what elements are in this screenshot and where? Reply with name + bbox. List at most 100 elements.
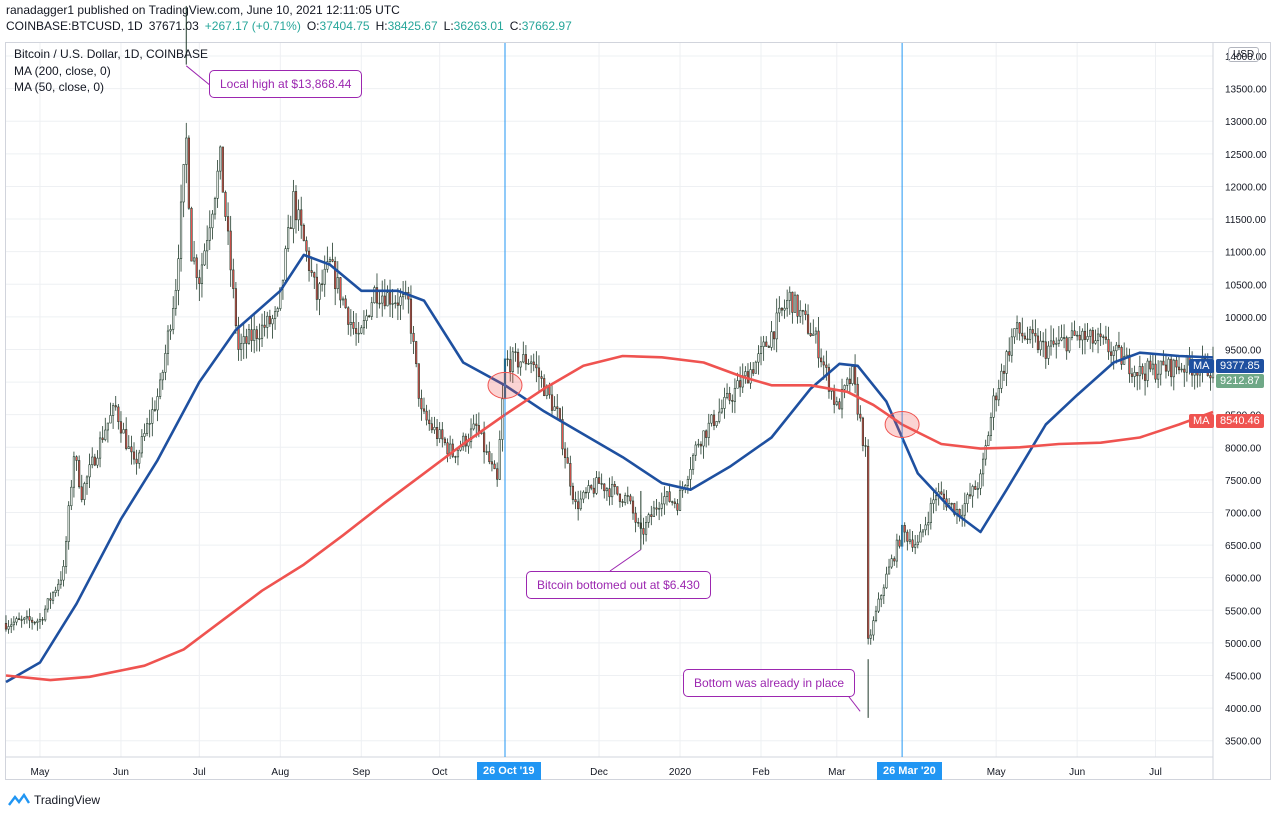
candle — [848, 378, 851, 384]
y-tick-label: 10000.00 — [1225, 313, 1267, 324]
candle — [673, 501, 676, 504]
candle — [104, 429, 107, 440]
ma200-price-tag: 8540.46 — [1216, 414, 1264, 428]
candle — [284, 248, 287, 281]
candle — [78, 460, 81, 488]
candle — [749, 369, 752, 384]
callout-pointer — [185, 65, 212, 87]
ma200-legend[interactable]: MA (200, close, 0) — [14, 64, 111, 78]
candle — [872, 620, 875, 636]
candle — [791, 291, 794, 313]
candle — [1042, 340, 1045, 343]
candle — [840, 388, 844, 410]
candle — [127, 446, 130, 449]
candle — [125, 429, 128, 449]
candle — [642, 528, 645, 535]
candle — [467, 441, 470, 447]
candle — [1172, 359, 1175, 378]
candle — [697, 443, 700, 446]
candle — [373, 287, 376, 304]
candle — [927, 522, 930, 526]
chart-frame[interactable] — [5, 42, 1271, 780]
candle — [1146, 360, 1149, 381]
candle — [200, 264, 204, 285]
candle — [506, 358, 509, 360]
candle — [420, 398, 423, 410]
footer-brand: TradingView — [34, 793, 101, 807]
candle — [934, 495, 938, 501]
candle — [1123, 356, 1126, 365]
candle — [435, 426, 439, 439]
candle — [132, 451, 136, 460]
candle — [1000, 370, 1003, 389]
x-tick-label: Feb — [752, 767, 770, 778]
candle — [247, 329, 251, 344]
candle — [305, 240, 308, 252]
candle — [1162, 360, 1165, 366]
candle — [294, 191, 298, 221]
candle — [650, 514, 653, 517]
candle — [33, 622, 36, 624]
candle — [1183, 368, 1186, 373]
ma50-legend[interactable]: MA (50, close, 0) — [14, 80, 105, 94]
candle — [216, 170, 219, 199]
candle — [169, 329, 172, 332]
candle — [386, 292, 389, 307]
x-tick-label: Mar — [828, 767, 846, 778]
candle — [1052, 340, 1055, 345]
candle — [898, 539, 901, 547]
candle — [804, 310, 807, 315]
candle — [767, 346, 770, 348]
candle — [485, 451, 488, 453]
candle — [54, 589, 57, 594]
candle — [462, 435, 465, 448]
currency-label[interactable]: USD — [1228, 47, 1260, 62]
candle — [780, 307, 784, 311]
candle — [341, 298, 345, 301]
candle — [987, 435, 990, 447]
y-tick-label: 6000.00 — [1225, 574, 1262, 585]
y-tick-label: 13000.00 — [1225, 117, 1267, 128]
candle — [57, 583, 60, 591]
candle — [297, 209, 300, 221]
candle — [182, 164, 185, 203]
candle — [796, 294, 799, 317]
candle — [365, 315, 368, 321]
chart-title: Bitcoin / U.S. Dollar, 1D, COINBASE — [14, 47, 209, 61]
y-tick-label: 3500.00 — [1225, 737, 1262, 748]
candle — [676, 503, 679, 511]
candle — [1076, 334, 1079, 337]
candle — [511, 351, 514, 372]
candle — [867, 445, 870, 639]
candle — [289, 227, 292, 230]
candle — [354, 328, 358, 334]
candle — [919, 531, 922, 543]
candle — [851, 366, 854, 384]
candle — [441, 429, 444, 440]
candle — [595, 477, 598, 494]
candle — [428, 419, 431, 425]
candle — [119, 421, 123, 434]
close-value: 37662.97 — [521, 19, 572, 33]
candle — [159, 379, 162, 397]
candle — [728, 392, 731, 401]
candle — [498, 439, 501, 480]
candle — [765, 341, 768, 347]
footer[interactable]: TradingView — [8, 793, 100, 807]
candle — [422, 408, 426, 412]
candle — [1029, 329, 1032, 340]
candle — [250, 329, 253, 341]
price-change: +267.17 (+0.71%) — [204, 19, 301, 33]
candle — [1013, 328, 1016, 338]
candle — [41, 619, 44, 621]
y-tick-label: 4000.00 — [1225, 704, 1262, 715]
candle — [668, 491, 671, 502]
candle — [195, 257, 198, 278]
candle — [1068, 337, 1071, 352]
candle — [532, 361, 535, 366]
candle — [483, 432, 486, 453]
candle — [843, 385, 846, 390]
candle — [25, 616, 28, 619]
candle — [1117, 344, 1121, 348]
